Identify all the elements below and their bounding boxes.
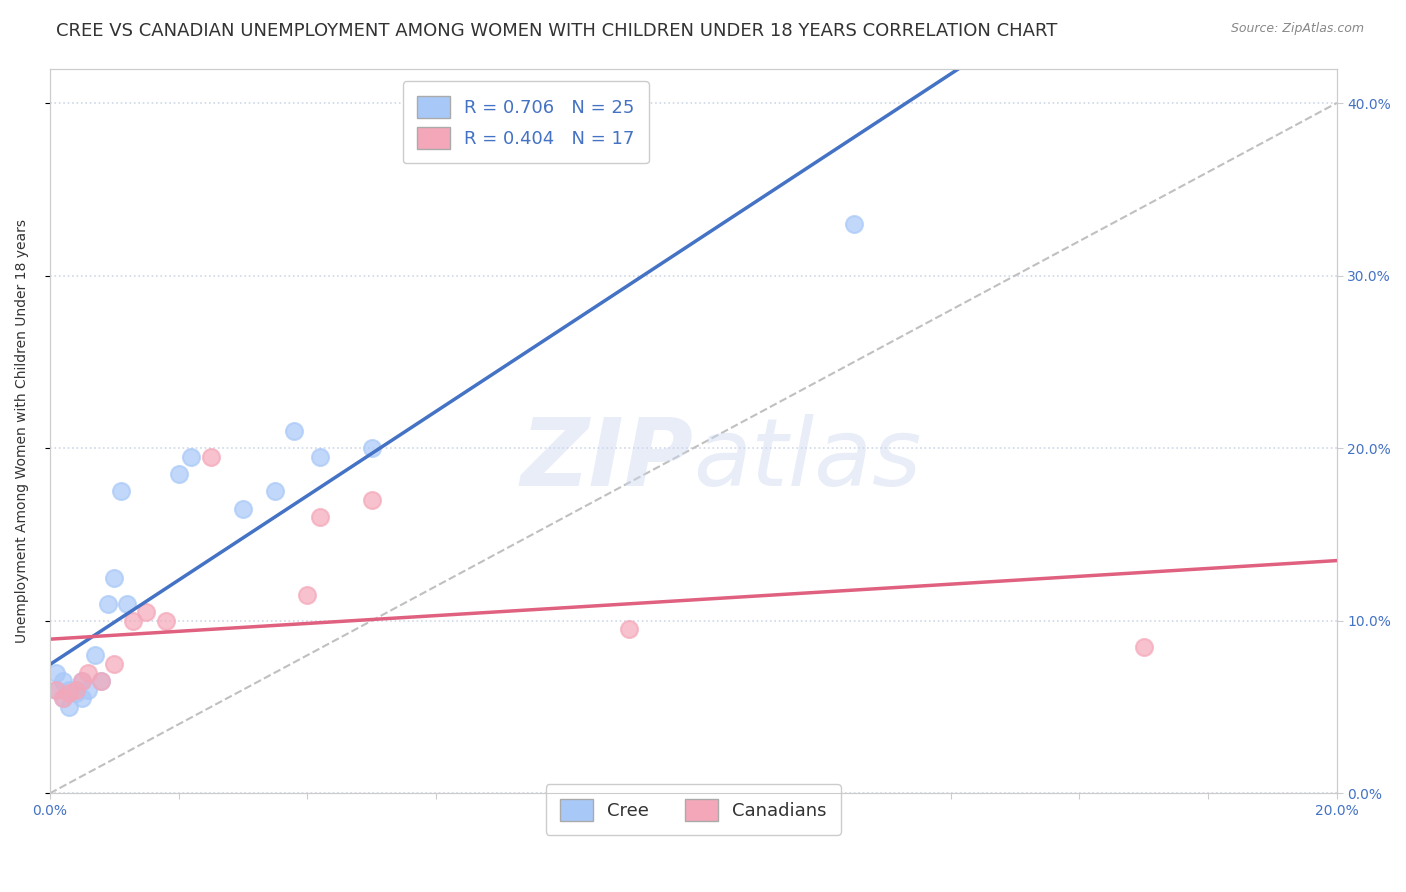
- Point: [77, 665, 100, 680]
- Text: ZIP: ZIP: [520, 414, 693, 506]
- Point: [65, 682, 87, 697]
- Y-axis label: Unemployment Among Women with Children Under 18 years: Unemployment Among Women with Children U…: [15, 219, 30, 643]
- Point: [115, 597, 138, 611]
- Point: [45, 682, 67, 697]
- Point: [70, 674, 93, 689]
- Point: [200, 450, 222, 464]
- Point: [70, 674, 93, 689]
- Point: [1132, 640, 1154, 654]
- Point: [65, 682, 87, 697]
- Point: [180, 450, 202, 464]
- Point: [167, 467, 190, 481]
- Legend: Cree, Canadians: Cree, Canadians: [546, 784, 841, 835]
- Point: [65, 686, 87, 700]
- Point: [45, 682, 67, 697]
- Point: [360, 492, 382, 507]
- Point: [360, 441, 382, 455]
- Point: [45, 665, 67, 680]
- Point: [103, 571, 125, 585]
- Text: atlas: atlas: [693, 415, 921, 506]
- Point: [58, 682, 80, 697]
- Point: [135, 605, 157, 619]
- Point: [97, 597, 120, 611]
- Text: Source: ZipAtlas.com: Source: ZipAtlas.com: [1230, 22, 1364, 36]
- Point: [77, 682, 100, 697]
- Point: [58, 700, 80, 714]
- Point: [52, 674, 75, 689]
- Point: [264, 484, 287, 499]
- Text: CREE VS CANADIAN UNEMPLOYMENT AMONG WOMEN WITH CHILDREN UNDER 18 YEARS CORRELATI: CREE VS CANADIAN UNEMPLOYMENT AMONG WOME…: [56, 22, 1057, 40]
- Point: [283, 424, 305, 438]
- Point: [122, 614, 145, 628]
- Point: [617, 623, 640, 637]
- Point: [58, 686, 80, 700]
- Point: [70, 691, 93, 706]
- Point: [52, 691, 75, 706]
- Point: [52, 691, 75, 706]
- Point: [90, 674, 112, 689]
- Point: [103, 657, 125, 671]
- Point: [90, 674, 112, 689]
- Point: [110, 484, 132, 499]
- Point: [83, 648, 105, 663]
- Point: [842, 217, 865, 231]
- Point: [232, 501, 254, 516]
- Point: [295, 588, 318, 602]
- Point: [309, 450, 332, 464]
- Point: [155, 614, 177, 628]
- Point: [309, 510, 332, 524]
